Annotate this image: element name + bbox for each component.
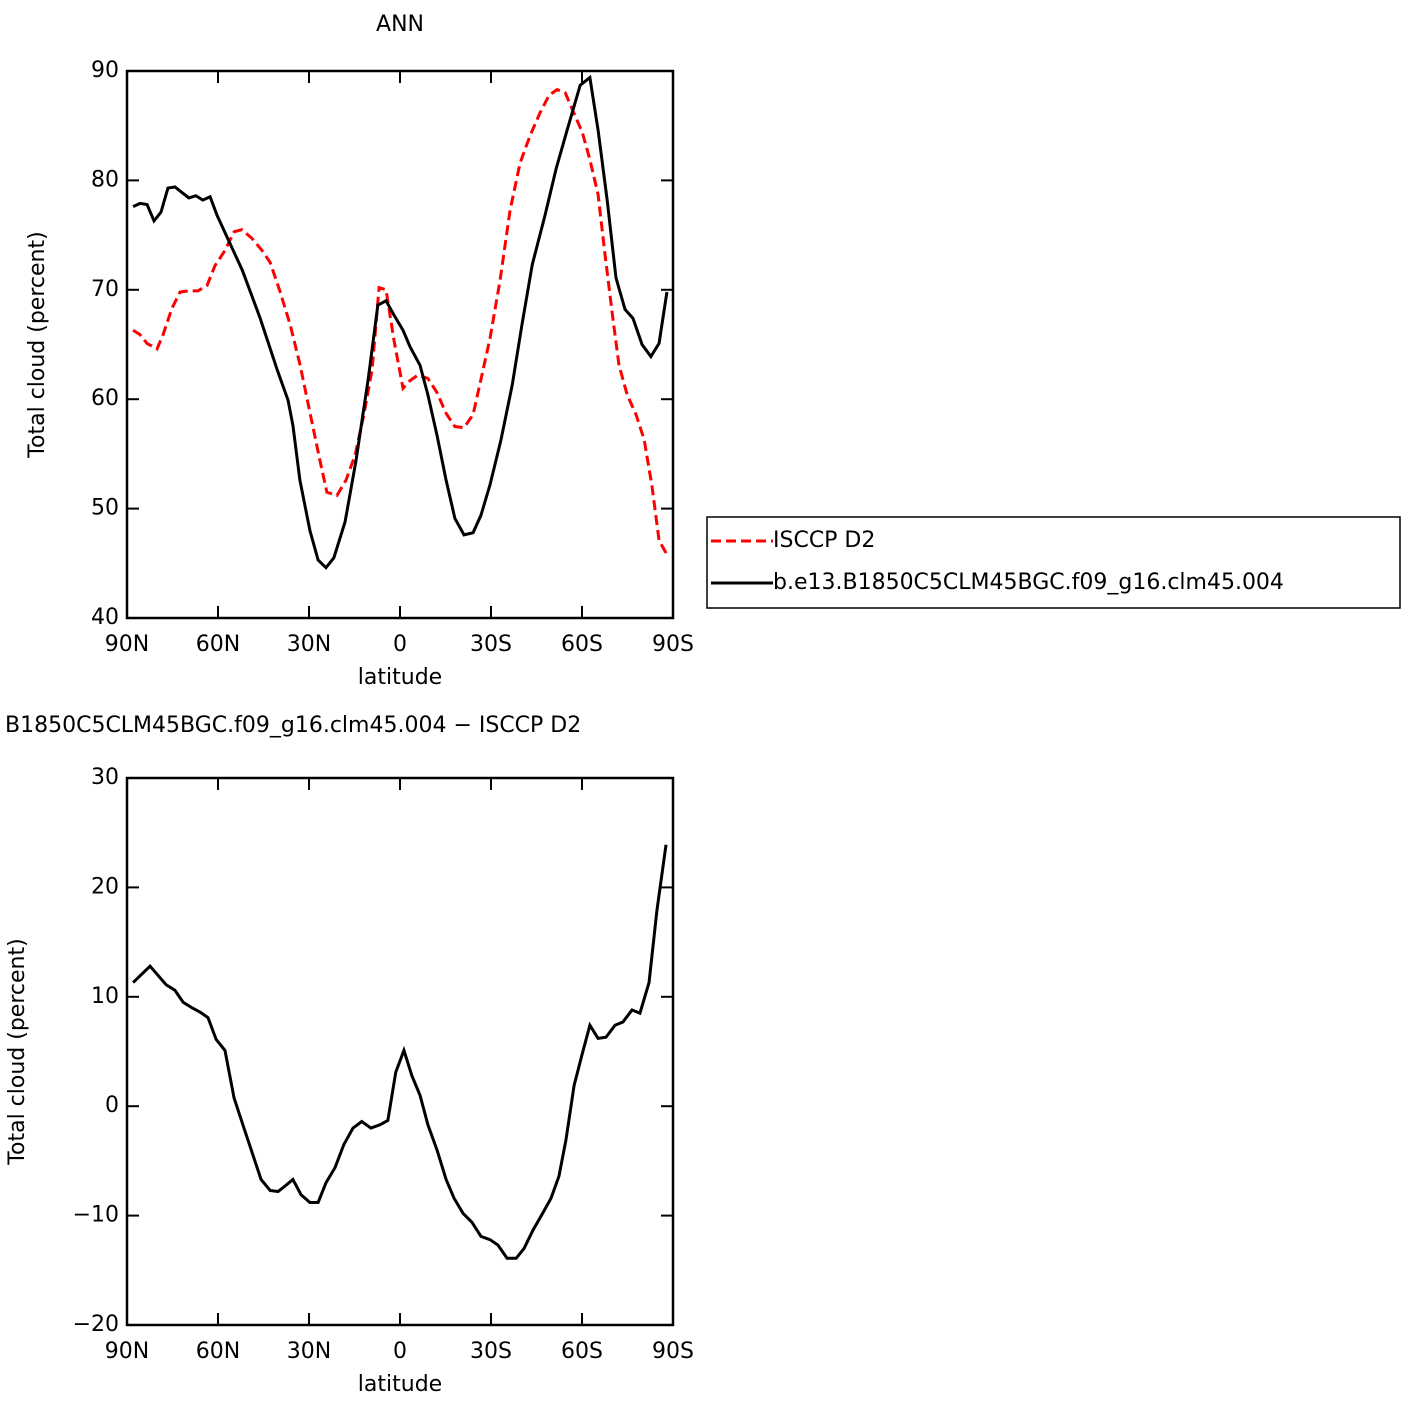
plot-frame: [125, 776, 675, 1327]
y-tick-label: 60: [91, 386, 119, 411]
legend-label: b.e13.B1850C5CLM45BGC.f09_g16.clm45.004: [773, 570, 1284, 595]
x-axis-label: latitude: [358, 1372, 442, 1397]
x-tick-label: 90S: [652, 632, 694, 657]
y-axis-label: Total cloud (percent): [25, 231, 50, 458]
y-tick-label: −20: [73, 1312, 119, 1337]
data-line: [132, 87, 669, 556]
x-tick-label: 0: [393, 632, 407, 657]
y-tick-label: 70: [91, 277, 119, 302]
x-tick-label: 30N: [287, 632, 331, 657]
data-line: [132, 844, 668, 1260]
x-tick-label: 30N: [287, 1339, 331, 1364]
y-tick-label: 90: [91, 58, 119, 83]
x-tick-label: 60N: [196, 632, 240, 657]
y-tick-label: 10: [91, 984, 119, 1009]
y-tick-label: 0: [105, 1093, 119, 1118]
chart-title: B1850C5CLM45BGC.f09_g16.clm45.004 − ISCC…: [5, 713, 581, 738]
y-tick-label: −10: [73, 1203, 119, 1228]
x-tick-label: 30S: [470, 632, 512, 657]
x-tick-label: 0: [393, 1339, 407, 1364]
chart-title: ANN: [376, 12, 424, 37]
y-tick-label: 80: [91, 167, 119, 192]
data-line: [132, 74, 669, 570]
x-tick-label: 60S: [561, 1339, 603, 1364]
x-tick-label: 30S: [470, 1339, 512, 1364]
x-tick-label: 90N: [105, 632, 149, 657]
legend-box: [706, 516, 1401, 609]
x-tick-label: 60N: [196, 1339, 240, 1364]
x-tick-label: 60S: [561, 632, 603, 657]
y-tick-label: 20: [91, 874, 119, 899]
y-tick-label: 50: [91, 496, 119, 521]
legend-label: ISCCP D2: [773, 528, 875, 553]
y-tick-label: 30: [91, 765, 119, 790]
plot-frame: [125, 69, 675, 620]
x-tick-label: 90N: [105, 1339, 149, 1364]
x-axis-label: latitude: [358, 665, 442, 690]
y-axis-label: Total cloud (percent): [5, 938, 30, 1165]
x-tick-label: 90S: [652, 1339, 694, 1364]
y-tick-label: 40: [91, 605, 119, 630]
